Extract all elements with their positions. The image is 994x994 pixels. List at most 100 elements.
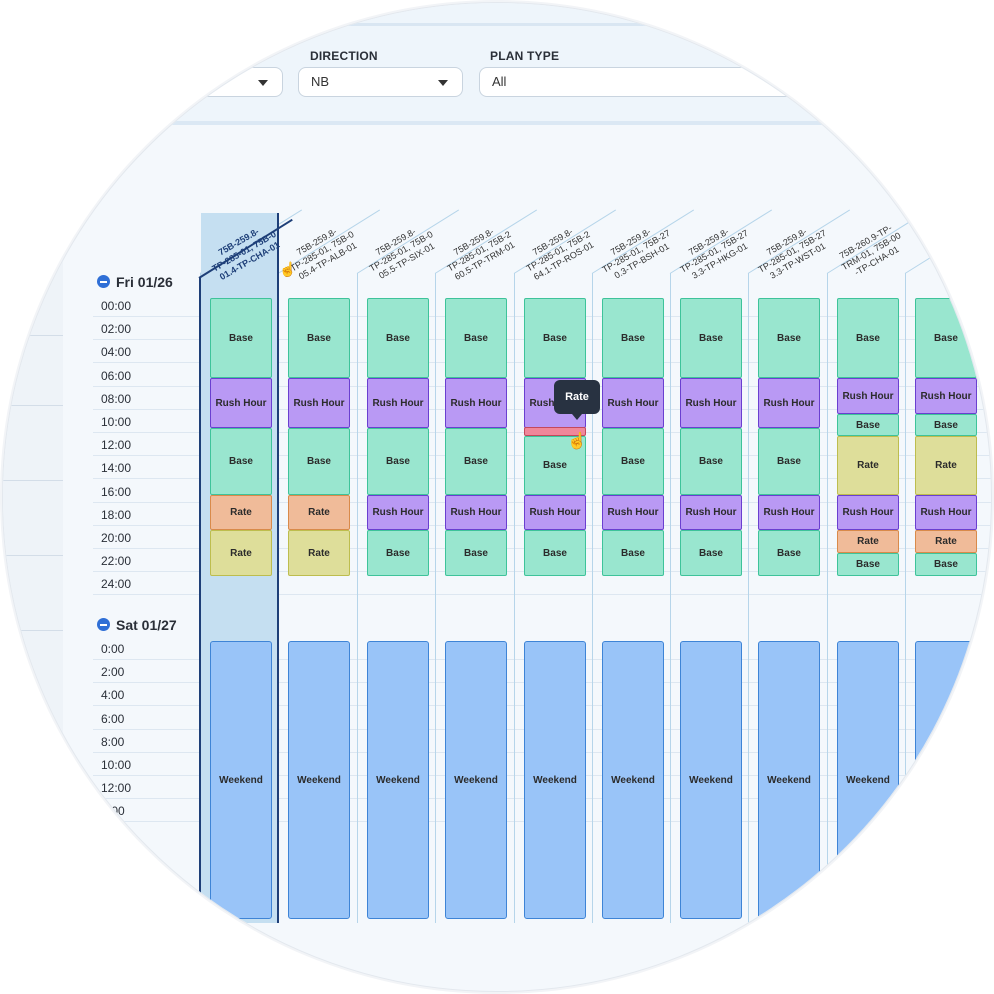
base-plan-block[interactable]: Base bbox=[915, 414, 977, 436]
rate-plan-block[interactable]: Rate bbox=[915, 436, 977, 495]
rush-hour-block[interactable]: Rush Hour bbox=[602, 378, 664, 428]
time-label: ~:00 bbox=[101, 804, 125, 819]
base-plan-block[interactable]: Base bbox=[602, 428, 664, 495]
column-header[interactable]: 75B-259.8- TP-285-01, 75B-27 3.3-TP-WST-… bbox=[756, 226, 828, 281]
rush-hour-block[interactable]: Rush Hour bbox=[680, 495, 742, 530]
base-plan-block[interactable]: Base bbox=[367, 428, 429, 495]
base-plan-block[interactable]: Base bbox=[915, 553, 977, 576]
time-label: 10:00 bbox=[101, 415, 132, 429]
direction-value: NB bbox=[311, 74, 330, 89]
rush-hour-block[interactable]: Rush Hour bbox=[445, 495, 507, 530]
time-label: 2:00 bbox=[101, 665, 125, 680]
time-label: 8:00 bbox=[101, 734, 125, 749]
rate-plan-block[interactable]: Rate bbox=[288, 495, 350, 530]
column-header[interactable]: 75 bbox=[947, 231, 962, 246]
rush-hour-block[interactable]: Rush Hour bbox=[680, 378, 742, 428]
rush-hour-block[interactable]: Rush Hour bbox=[758, 495, 820, 530]
base-plan-block[interactable]: Base bbox=[602, 530, 664, 576]
time-label: 12:00 bbox=[101, 438, 132, 453]
plan-type-label: PLAN TYPE bbox=[490, 49, 560, 63]
rate-plan-block[interactable]: Rate bbox=[837, 530, 899, 553]
base-plan-block[interactable]: Base bbox=[680, 428, 742, 495]
base-plan-block[interactable]: Base bbox=[837, 298, 899, 378]
base-plan-block[interactable]: Base bbox=[210, 428, 272, 495]
column-separator bbox=[357, 273, 358, 923]
time-label: 22:00 bbox=[101, 554, 132, 569]
column-header[interactable]: 75B-260.9-TP- TRM-01, 75B-00 -TP-CHA-01 bbox=[837, 222, 903, 278]
weekend-plan-block[interactable]: Weekend bbox=[288, 641, 350, 919]
column-header[interactable]: 75B-259.8- TP-285-01, 75B-2 64.1-TP-ROS-… bbox=[524, 226, 596, 283]
collapse-minus-icon[interactable] bbox=[97, 618, 110, 631]
chevron-down-icon bbox=[438, 80, 448, 86]
time-label: 08:00 bbox=[101, 391, 132, 406]
rush-hour-block[interactable]: Rush Hour bbox=[288, 378, 350, 428]
weekend-plan-block[interactable]: Weekend bbox=[210, 641, 272, 919]
time-label: 24:00 bbox=[101, 577, 132, 592]
rate-plan-block[interactable] bbox=[524, 427, 586, 436]
day-label-fri[interactable]: Fri 01/26 bbox=[97, 274, 173, 290]
base-plan-block[interactable]: Base bbox=[758, 428, 820, 495]
weekend-plan-block[interactable]: Weekend bbox=[837, 641, 899, 919]
base-plan-block[interactable]: Base bbox=[524, 530, 586, 576]
rate-plan-block[interactable]: Rate bbox=[210, 495, 272, 530]
column-separator bbox=[670, 273, 671, 923]
base-plan-block[interactable]: Base bbox=[837, 553, 899, 576]
column-header[interactable]: 75B-259.8- TP-285-01, 75B-2 60.5-TP-TRM-… bbox=[445, 226, 517, 283]
pointer-hand-icon: ☝ bbox=[279, 261, 297, 277]
base-plan-block[interactable]: Base bbox=[837, 414, 899, 436]
weekend-plan-block[interactable]: Weekend bbox=[915, 641, 977, 919]
direction-select[interactable]: NB bbox=[298, 67, 463, 97]
plan-type-select[interactable]: All bbox=[479, 67, 991, 97]
rush-hour-block[interactable]: Rush Hour bbox=[915, 378, 977, 414]
base-plan-block[interactable]: Base bbox=[445, 428, 507, 495]
plan-type-value: All bbox=[492, 74, 507, 89]
base-plan-block[interactable]: Base bbox=[445, 298, 507, 378]
column-separator bbox=[514, 273, 515, 923]
rush-hour-block[interactable]: Rush Hour bbox=[367, 378, 429, 428]
base-plan-block[interactable]: Base bbox=[210, 298, 272, 378]
rush-hour-block[interactable]: Rush Hour bbox=[915, 495, 977, 530]
column-header[interactable]: 75B-259.8- TP-285-01, 75B-27 3.3-TP-HKG-… bbox=[678, 226, 750, 281]
rush-hour-block[interactable]: Rush Hour bbox=[524, 495, 586, 530]
rate-plan-block[interactable]: Rate bbox=[915, 530, 977, 553]
column-header[interactable]: 75B-259.8- TP-285-01, 75B-27 0.3-TP-BSH-… bbox=[600, 226, 672, 281]
base-plan-block[interactable]: Base bbox=[915, 298, 977, 378]
base-plan-block[interactable]: Base bbox=[288, 298, 350, 378]
collapse-minus-icon[interactable] bbox=[97, 275, 110, 288]
weekend-plan-block[interactable]: Weekend bbox=[367, 641, 429, 919]
rate-plan-block[interactable]: Rate bbox=[837, 436, 899, 495]
rate-plan-block[interactable]: Rate bbox=[288, 530, 350, 576]
rush-hour-block[interactable]: Rush Hour bbox=[445, 378, 507, 428]
weekend-plan-block[interactable]: Weekend bbox=[602, 641, 664, 919]
rush-hour-block[interactable]: Rush Hour bbox=[758, 378, 820, 428]
base-plan-block[interactable]: Base bbox=[758, 298, 820, 378]
weekend-plan-block[interactable]: Weekend bbox=[758, 641, 820, 919]
base-plan-block[interactable]: Base bbox=[367, 298, 429, 378]
base-plan-block[interactable]: Base bbox=[445, 530, 507, 576]
time-label: 4:00 bbox=[101, 688, 125, 703]
time-label: 20:00 bbox=[101, 531, 132, 545]
weekend-plan-block[interactable]: Weekend bbox=[445, 641, 507, 919]
first-filter-select[interactable] bbox=[153, 67, 283, 97]
column-separator bbox=[748, 273, 749, 923]
base-plan-block[interactable]: Base bbox=[680, 298, 742, 378]
rush-hour-block[interactable]: Rush Hour bbox=[210, 378, 272, 428]
base-plan-block[interactable]: Base bbox=[524, 298, 586, 378]
rush-hour-block[interactable]: Rush Hour bbox=[367, 495, 429, 530]
column-header[interactable]: 75B-259.8- TP-285-01, 75B-0 05.5-TP-SIX-… bbox=[367, 226, 437, 281]
rush-hour-block[interactable]: Rush Hour bbox=[837, 495, 899, 530]
weekend-plan-block[interactable]: Weekend bbox=[524, 641, 586, 919]
rush-hour-block[interactable]: Rush Hour bbox=[602, 495, 664, 530]
base-plan-block[interactable]: Base bbox=[524, 436, 586, 495]
time-label: 04:00 bbox=[101, 345, 132, 360]
rate-plan-block[interactable]: Rate bbox=[210, 530, 272, 576]
direction-label: DIRECTION bbox=[310, 49, 378, 63]
rush-hour-block[interactable]: Rush Hour bbox=[837, 378, 899, 414]
base-plan-block[interactable]: Base bbox=[758, 530, 820, 576]
day-label-sat[interactable]: Sat 01/27 bbox=[97, 617, 177, 633]
base-plan-block[interactable]: Base bbox=[288, 428, 350, 495]
base-plan-block[interactable]: Base bbox=[367, 530, 429, 576]
base-plan-block[interactable]: Base bbox=[602, 298, 664, 378]
base-plan-block[interactable]: Base bbox=[680, 530, 742, 576]
weekend-plan-block[interactable]: Weekend bbox=[680, 641, 742, 919]
